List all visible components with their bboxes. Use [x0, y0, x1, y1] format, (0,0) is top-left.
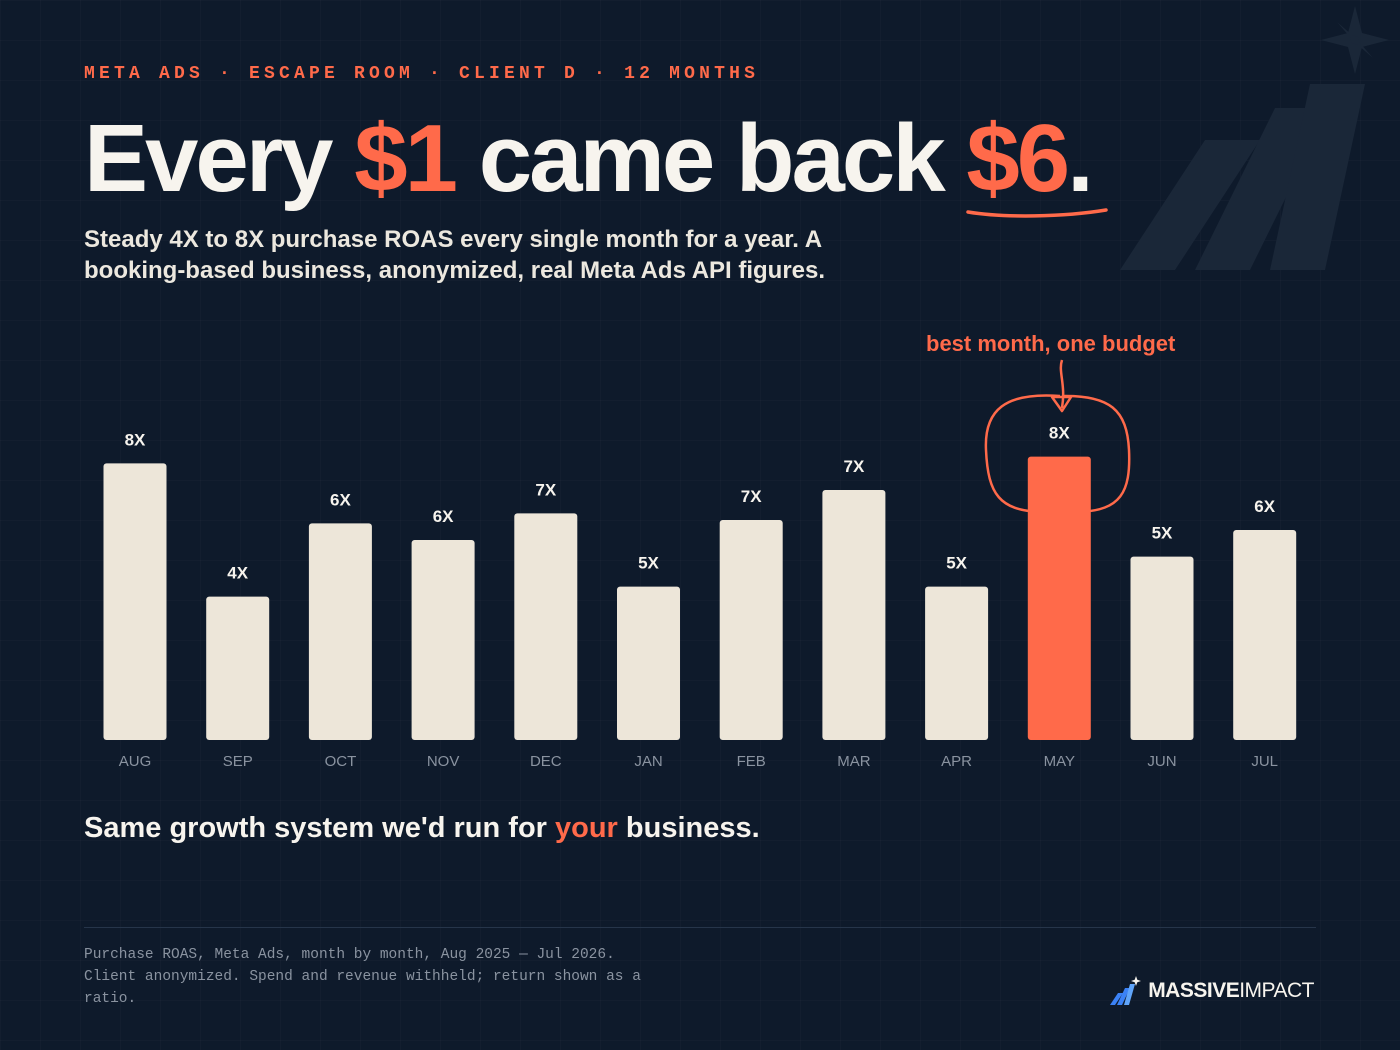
bar-feb	[719, 520, 783, 740]
x-tick-feb: FEB	[737, 753, 766, 770]
x-tick-dec: DEC	[530, 753, 562, 770]
value-label-may: 8X	[1049, 424, 1070, 443]
tagline: Same growth system we'd run for your bus…	[84, 812, 760, 845]
headline-part1: Every	[84, 105, 355, 212]
footer-divider	[84, 927, 1316, 928]
tagline-part2: business.	[617, 812, 760, 844]
x-tick-jan: JAN	[634, 753, 662, 770]
value-label-jan: 5X	[638, 554, 659, 573]
brand-bold: MASSIVE	[1148, 979, 1240, 1002]
value-label-nov: 6X	[433, 507, 454, 526]
bar-sep	[206, 596, 270, 740]
headline-accent-1: $1	[354, 105, 458, 212]
x-tick-aug: AUG	[119, 753, 152, 770]
headline: Every $1 came back $6.	[84, 104, 1109, 218]
headline-part3: .	[1067, 105, 1094, 212]
underline-scribble-icon	[966, 208, 1109, 218]
bar-mar	[822, 490, 886, 740]
value-label-sep: 4X	[227, 564, 248, 583]
bar-apr	[925, 586, 989, 740]
callout-arrow	[1059, 359, 1065, 409]
value-label-jun: 5X	[1152, 524, 1173, 543]
tagline-accent: your	[555, 812, 618, 844]
roas-bar-chart: 8X AUG 4X SEP 6X OCT 6X NOV 7X DEC 5X JAN 7X FEB 7X MAR…	[103, 359, 1297, 770]
x-tick-nov: NOV	[427, 753, 460, 770]
brand-wordmark: MASSIVEIMPACT	[1148, 979, 1314, 1003]
x-tick-oct: OCT	[325, 753, 357, 770]
bar-oct	[308, 523, 372, 740]
bar-nov	[411, 540, 475, 740]
value-label-apr: 5X	[946, 554, 967, 573]
x-tick-apr: APR	[941, 753, 972, 770]
logo-watermark-icon	[1120, 6, 1389, 270]
x-tick-sep: SEP	[223, 753, 253, 770]
value-label-feb: 7X	[741, 487, 762, 506]
eyebrow-label: META ADS · ESCAPE ROOM · CLIENT D · 12 M…	[84, 64, 760, 84]
callout-arrowhead	[1050, 395, 1073, 413]
x-tick-mar: MAR	[837, 753, 871, 770]
brand-mark-icon	[1110, 976, 1142, 1005]
tagline-part1: Same growth system we'd run for	[84, 812, 555, 844]
x-tick-may: MAY	[1044, 753, 1075, 770]
value-label-jul: 6X	[1254, 497, 1275, 516]
headline-accent-2: $6	[966, 105, 1070, 212]
x-tick-jul: JUL	[1251, 753, 1278, 770]
subhead: Steady 4X to 8X purchase ROAS every sing…	[84, 226, 826, 284]
value-label-dec: 7X	[535, 480, 556, 499]
brand-light: IMPACT	[1239, 979, 1314, 1002]
value-label-mar: 7X	[844, 457, 865, 476]
callout-label: best month, one budget	[926, 331, 1176, 356]
brand-logo: MASSIVEIMPACT	[1108, 976, 1314, 1006]
headline-accent-2-wrap: $6	[966, 104, 1109, 218]
headline-part2: came back	[455, 105, 967, 212]
bar-jun	[1130, 556, 1194, 740]
bar-aug	[103, 463, 167, 740]
bar-may	[1027, 456, 1091, 740]
bar-jul	[1233, 530, 1297, 740]
callout-circle	[984, 394, 1131, 514]
x-tick-jun: JUN	[1147, 753, 1176, 770]
value-label-oct: 6X	[330, 490, 351, 509]
value-label-aug: 8X	[125, 430, 146, 449]
footnote: Purchase ROAS, Meta Ads, month by month,…	[84, 947, 641, 1007]
bar-jan	[617, 586, 680, 740]
bar-dec	[514, 513, 578, 740]
